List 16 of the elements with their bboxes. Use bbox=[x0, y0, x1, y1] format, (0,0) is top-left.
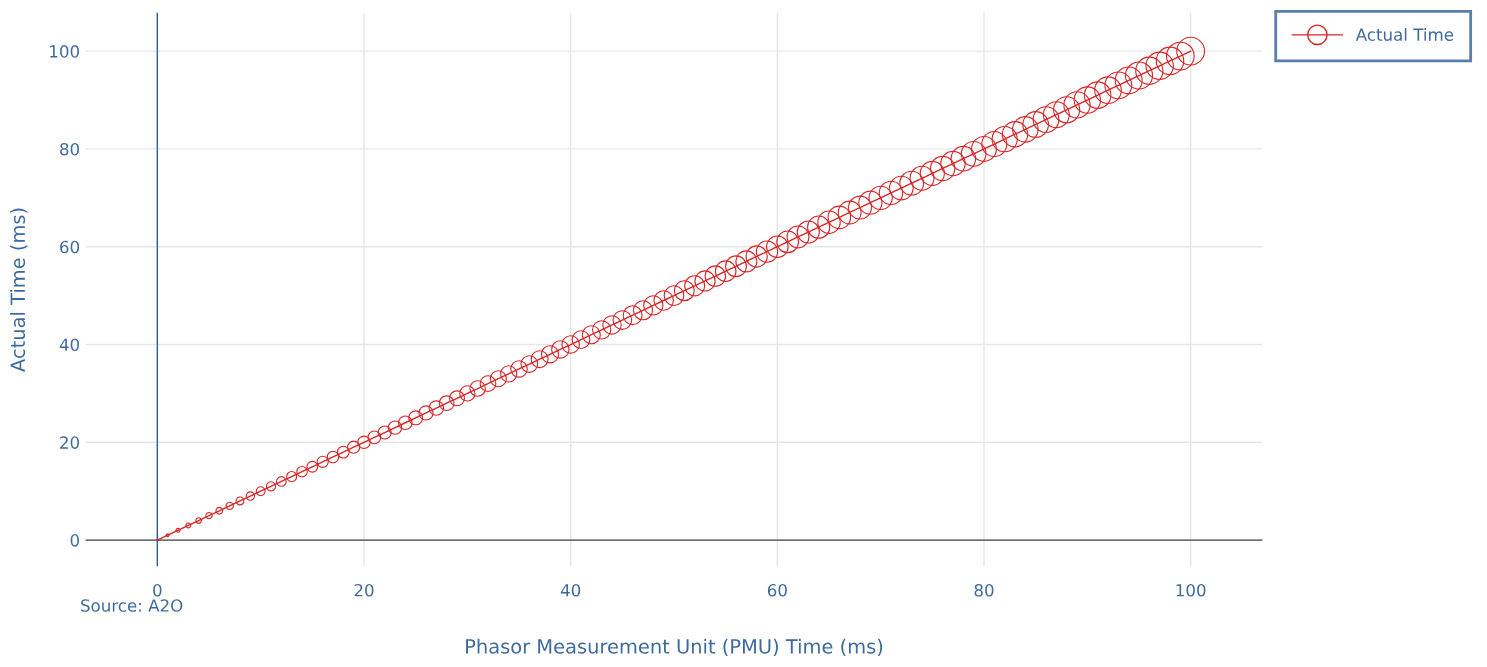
y-tick-label: 0 bbox=[70, 534, 80, 547]
y-axis-title: Actual Time (ms) bbox=[10, 208, 28, 372]
x-tick-label: 20 bbox=[354, 583, 374, 597]
x-tick-label: 100 bbox=[1176, 583, 1206, 597]
x-tick-label: 60 bbox=[767, 583, 787, 597]
y-tick-label: 100 bbox=[50, 45, 80, 58]
legend-label: Actual Time bbox=[1355, 28, 1454, 41]
y-tick-label: 40 bbox=[59, 338, 80, 352]
y-tick-label: 20 bbox=[60, 436, 80, 449]
y-tick-label: 80 bbox=[60, 142, 80, 156]
x-axis-title: Phasor Measurement Unit (PMU) Time (ms) bbox=[466, 638, 883, 657]
x-tick-label: 80 bbox=[974, 583, 994, 597]
y-tick-label: 60 bbox=[60, 240, 80, 254]
source-note: Source: A2O bbox=[81, 599, 183, 612]
x-tick-label: 40 bbox=[560, 583, 581, 597]
x-tick-label: 0 bbox=[153, 583, 162, 597]
